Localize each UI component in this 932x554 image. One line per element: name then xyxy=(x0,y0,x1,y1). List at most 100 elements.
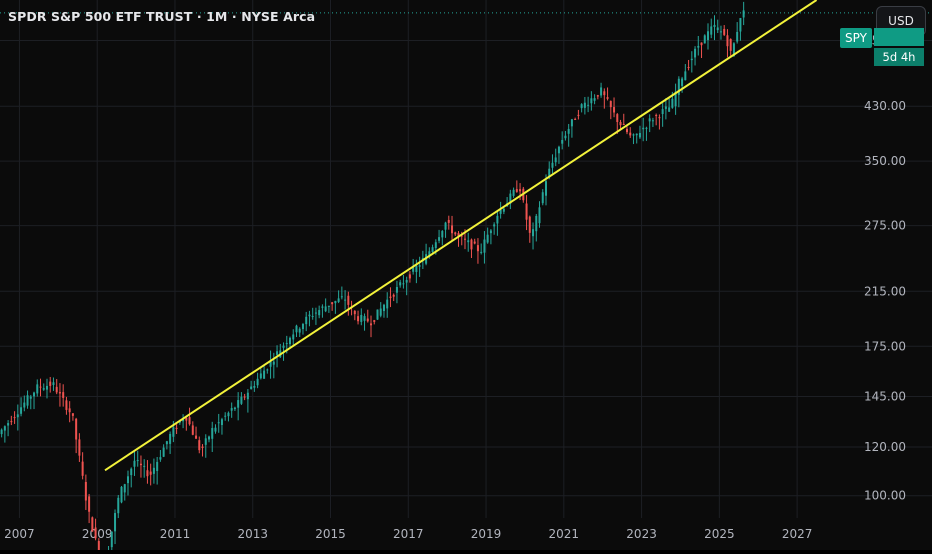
candle-body xyxy=(13,417,16,419)
candle-body xyxy=(561,139,564,144)
candle-body xyxy=(117,497,120,514)
candle-body xyxy=(65,400,68,410)
candle-body xyxy=(625,128,629,133)
candle-body xyxy=(580,104,583,109)
y-tick-label: 120.00 xyxy=(864,440,906,454)
candle-body xyxy=(282,345,285,348)
candle-body xyxy=(340,296,343,298)
candle-body xyxy=(694,48,697,58)
candle-body xyxy=(447,219,450,223)
candle-body xyxy=(337,298,340,302)
candle-body xyxy=(483,239,486,253)
candle-body xyxy=(211,428,214,439)
candle-body xyxy=(710,26,713,35)
candle-body xyxy=(172,427,175,437)
y-tick-label: 275.00 xyxy=(864,219,906,233)
candle-body xyxy=(418,265,421,267)
candle-body xyxy=(736,31,739,42)
candle-body xyxy=(198,440,201,451)
candle-body xyxy=(480,251,483,253)
candle-body xyxy=(697,45,700,48)
candle-body xyxy=(473,241,476,244)
candle-body xyxy=(402,283,405,285)
candle-body xyxy=(382,304,385,312)
candle-body xyxy=(645,127,648,129)
candle-body xyxy=(29,396,32,399)
candle-body xyxy=(454,232,457,235)
candle-body xyxy=(363,316,366,321)
candle-body xyxy=(399,282,402,286)
candle-body xyxy=(564,135,567,139)
candle-body xyxy=(512,189,515,196)
candle-body xyxy=(707,31,710,41)
candle-body xyxy=(243,396,246,398)
candle-body xyxy=(3,426,6,431)
x-tick-label: 2007 xyxy=(4,527,35,541)
candle-body xyxy=(376,309,379,320)
candle-body xyxy=(587,104,590,106)
candle-body xyxy=(357,316,360,322)
candle-body xyxy=(36,384,39,394)
candle-body xyxy=(253,385,256,388)
candle-body xyxy=(525,203,528,220)
candle-body xyxy=(379,308,382,316)
y-tick-label: 215.00 xyxy=(864,284,906,298)
candle-body xyxy=(535,215,538,232)
candle-body xyxy=(298,328,301,333)
candle-body xyxy=(613,107,616,113)
candle-body xyxy=(81,461,84,476)
candle-body xyxy=(217,422,220,424)
candle-body xyxy=(136,460,139,462)
candle-body xyxy=(677,78,680,95)
candle-body xyxy=(593,98,596,101)
candle-body xyxy=(250,386,253,390)
candle-body xyxy=(52,382,55,385)
candle-body xyxy=(347,295,350,305)
candle-body xyxy=(23,402,26,408)
candle-body xyxy=(188,417,191,425)
candle-body xyxy=(0,429,3,435)
candle-body xyxy=(123,484,126,493)
candle-body xyxy=(444,222,447,230)
candle-body xyxy=(651,120,654,122)
candle-body xyxy=(269,360,272,367)
candle-body xyxy=(114,513,117,532)
candle-body xyxy=(370,323,373,326)
y-tick-label: 100.00 xyxy=(864,489,906,503)
candle-body xyxy=(671,98,674,108)
candle-body xyxy=(42,388,45,390)
candle-body xyxy=(674,91,677,107)
candle-body xyxy=(392,294,395,297)
candle-body xyxy=(668,107,671,112)
candle-body xyxy=(45,385,48,390)
chart-title: SPDR S&P 500 ETF TRUST · 1M · NYSE Arca xyxy=(8,9,316,24)
candle-body xyxy=(489,230,492,234)
candle-body xyxy=(324,306,327,312)
candle-body xyxy=(729,39,732,51)
x-tick-label: 2017 xyxy=(393,527,424,541)
candle-body xyxy=(700,42,703,46)
candle-body xyxy=(658,117,661,119)
candle-body xyxy=(532,229,535,237)
candle-body xyxy=(139,463,142,466)
candle-body xyxy=(272,361,275,365)
countdown-label: 5d 4h xyxy=(874,48,924,66)
candle-body xyxy=(460,235,463,237)
candle-body xyxy=(723,28,726,35)
candle-body xyxy=(321,306,324,308)
candle-body xyxy=(301,323,304,330)
candle-body xyxy=(214,427,217,432)
candle-body xyxy=(441,231,444,238)
candle-body xyxy=(366,318,369,322)
candle-body xyxy=(314,312,317,314)
candle-body xyxy=(548,168,551,178)
candle-body xyxy=(493,224,496,227)
x-tick-label: 2019 xyxy=(471,527,502,541)
x-tick-label: 2011 xyxy=(160,527,191,541)
candle-body xyxy=(428,251,431,257)
candle-body xyxy=(149,471,152,475)
candle-body xyxy=(434,242,437,249)
